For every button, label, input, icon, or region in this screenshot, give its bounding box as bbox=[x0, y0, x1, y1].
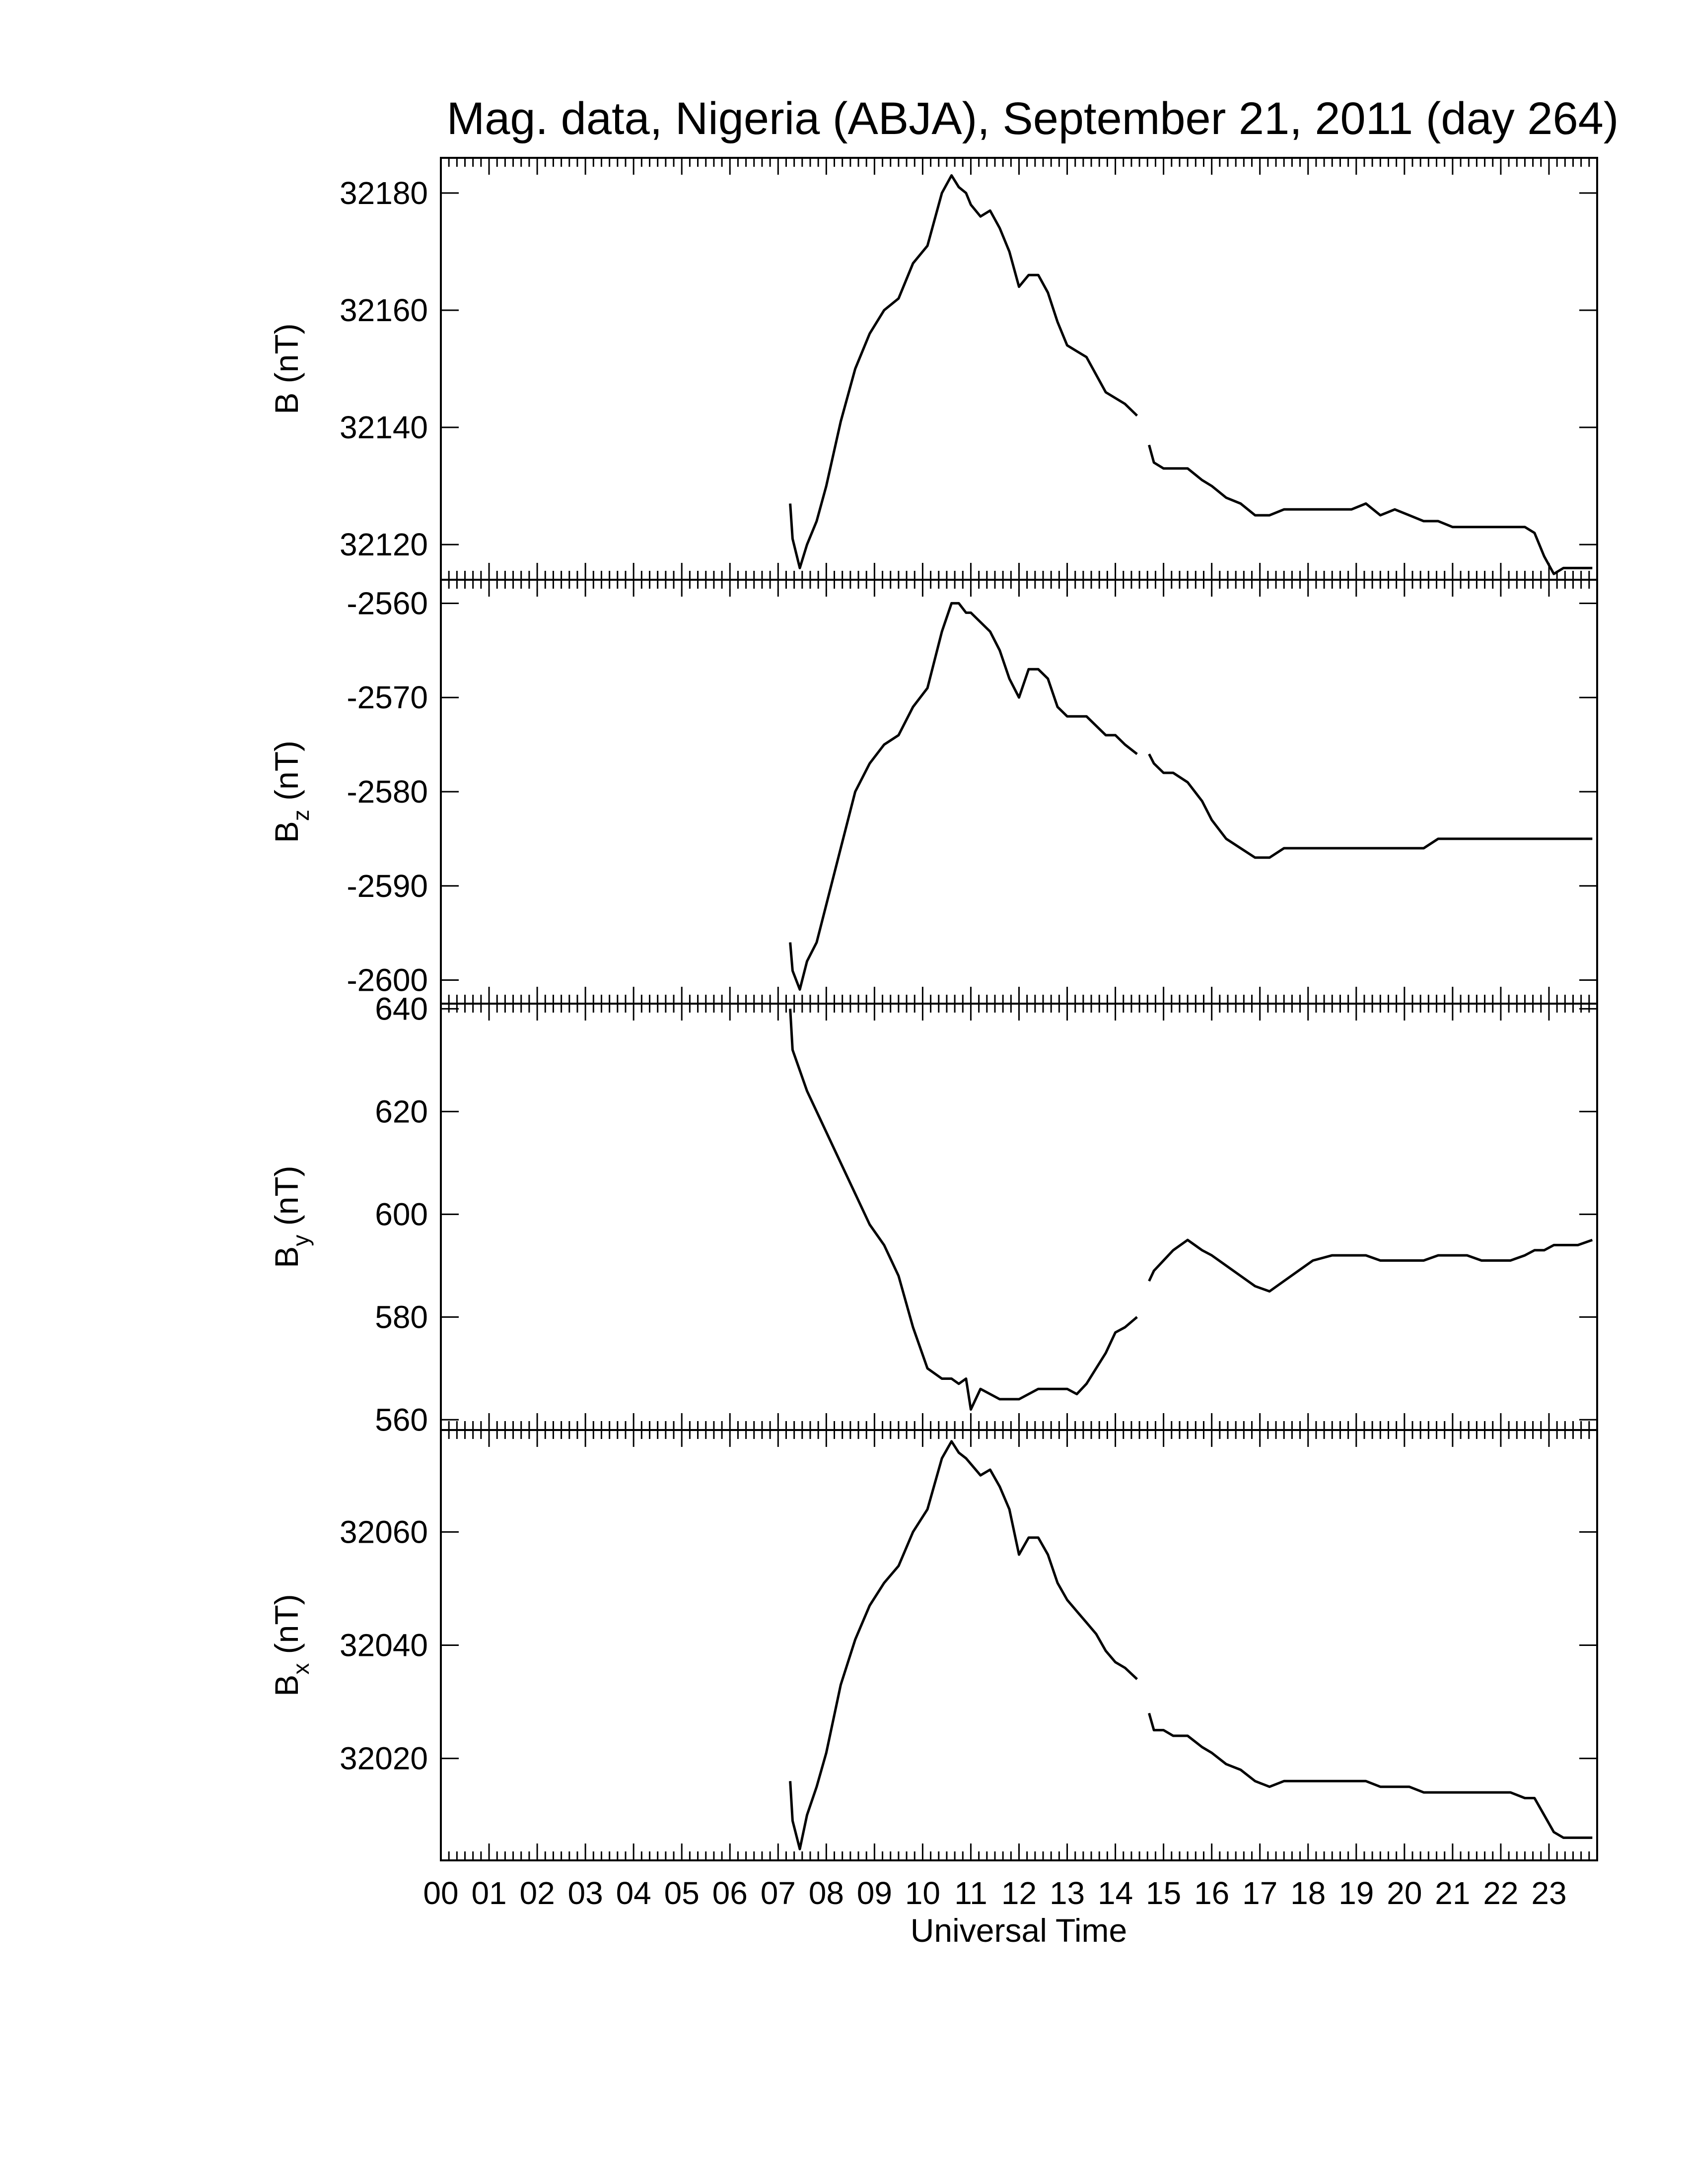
y-axis-label: Bz (nT) bbox=[268, 741, 314, 843]
y-tick-label: 32160 bbox=[340, 292, 428, 328]
y-tick-label: 32020 bbox=[340, 1741, 428, 1776]
y-tick-label: 580 bbox=[375, 1299, 428, 1335]
x-tick-label: 22 bbox=[1483, 1875, 1518, 1911]
y-tick-label: -2580 bbox=[347, 774, 428, 810]
x-tick-label: 11 bbox=[954, 1875, 987, 1911]
panel-Bx: 32020 32040 32060 Bx (nT) bbox=[268, 1429, 1598, 1861]
x-tick-label: 12 bbox=[1001, 1875, 1037, 1911]
x-tick-label: 15 bbox=[1146, 1875, 1181, 1911]
x-tick-label: 20 bbox=[1387, 1875, 1422, 1911]
y-tick-label: 32060 bbox=[340, 1514, 428, 1550]
x-tick-label: 16 bbox=[1194, 1875, 1229, 1911]
panels-group: 32120 32140 32160 32180 B (nT) -2560 -2570 -258… bbox=[268, 157, 1598, 1861]
x-tick-label: 07 bbox=[761, 1875, 796, 1911]
x-tick-label: 03 bbox=[568, 1875, 603, 1911]
data-line-By-segment-2 bbox=[1148, 1238, 1593, 1293]
y-tick-label: -2570 bbox=[347, 680, 428, 715]
x-tick-label: 19 bbox=[1338, 1875, 1374, 1911]
x-tick-label: 05 bbox=[664, 1875, 700, 1911]
x-axis: 00 01 02 03 04 05 06 07 08 09 10 11 12 13 14 15 16 17 18 19… bbox=[423, 1875, 1566, 1911]
x-tick-label: 23 bbox=[1531, 1875, 1566, 1911]
x-tick-label: 00 bbox=[423, 1875, 458, 1911]
data-line-By-segment-1 bbox=[789, 1009, 1138, 1411]
data-line-B-segment-2 bbox=[1148, 444, 1593, 575]
x-tick-label: 10 bbox=[905, 1875, 940, 1911]
y-tick-label: 600 bbox=[375, 1196, 428, 1232]
y-tick-label: -2600 bbox=[347, 962, 428, 998]
y-tick-label: 32120 bbox=[340, 527, 428, 562]
x-tick-label: 06 bbox=[712, 1875, 748, 1911]
data-line-B-segment-1 bbox=[789, 174, 1138, 569]
panel-B: 32120 32140 32160 32180 B (nT) bbox=[268, 157, 1598, 581]
x-tick-label: 01 bbox=[471, 1875, 506, 1911]
x-tick-label: 18 bbox=[1290, 1875, 1326, 1911]
data-line-Bz-segment-2 bbox=[1148, 753, 1593, 859]
y-axis-label: Bx (nT) bbox=[268, 1594, 314, 1696]
x-tick-label: 04 bbox=[616, 1875, 651, 1911]
y-tick-label: 620 bbox=[375, 1093, 428, 1129]
x-tick-label: 21 bbox=[1435, 1875, 1470, 1911]
x-tick-label: 08 bbox=[809, 1875, 844, 1911]
x-tick-label: 13 bbox=[1050, 1875, 1085, 1911]
y-axis-label: By (nT) bbox=[268, 1165, 314, 1268]
x-tick-label: 02 bbox=[519, 1875, 555, 1911]
data-line-Bx-segment-2 bbox=[1148, 1712, 1593, 1839]
x-tick-label: 09 bbox=[857, 1875, 892, 1911]
data-line-Bx-segment-1 bbox=[789, 1440, 1138, 1850]
y-axis-label: B (nT) bbox=[268, 323, 305, 414]
y-tick-label: 640 bbox=[375, 991, 428, 1026]
y-tick-label: 32180 bbox=[340, 175, 428, 211]
y-tick-label: -2560 bbox=[347, 585, 428, 621]
y-tick-label: -2590 bbox=[347, 868, 428, 904]
panel-Bz: -2560 -2570 -2580 -2590 -2600 Bz (nT) bbox=[268, 579, 1598, 1005]
panel-By: 560 580 600 620 640 By (nT) bbox=[268, 991, 1598, 1437]
chart-title: Mag. data, Nigeria (ABJA), September 21,… bbox=[447, 93, 1619, 144]
y-tick-label: 560 bbox=[375, 1402, 428, 1437]
y-tick-label: 32140 bbox=[340, 410, 428, 445]
x-axis-label: Universal Time bbox=[911, 1912, 1127, 1949]
y-tick-label: 32040 bbox=[340, 1628, 428, 1663]
data-line-Bz-segment-1 bbox=[789, 602, 1138, 991]
x-tick-label: 14 bbox=[1098, 1875, 1133, 1911]
x-tick-label: 17 bbox=[1242, 1875, 1277, 1911]
